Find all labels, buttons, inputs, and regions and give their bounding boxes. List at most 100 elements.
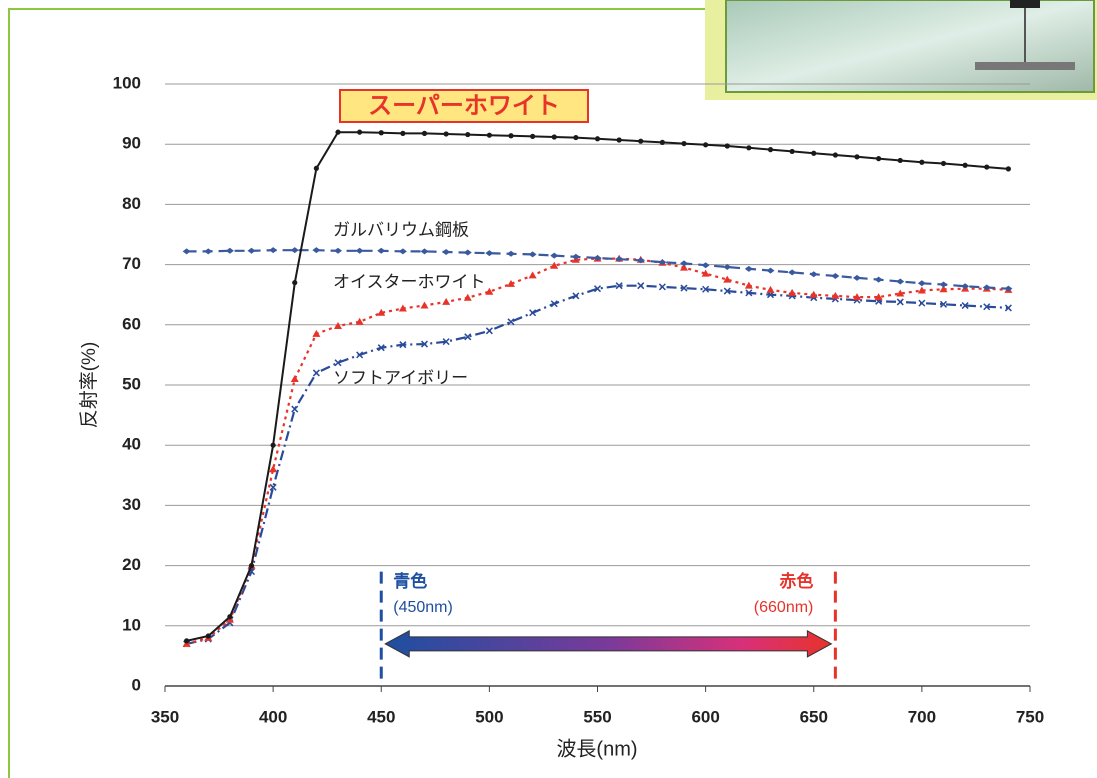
point	[205, 633, 211, 639]
point	[420, 301, 429, 309]
title-box	[339, 89, 589, 123]
point	[1004, 304, 1012, 312]
point	[680, 284, 688, 292]
point	[400, 130, 406, 136]
point	[572, 292, 580, 300]
point	[399, 341, 407, 349]
reference-label: 青色	[393, 571, 427, 591]
series-line	[186, 284, 1009, 645]
point	[593, 254, 602, 261]
point	[465, 131, 471, 138]
point	[853, 293, 861, 301]
point	[528, 271, 537, 279]
point	[247, 247, 256, 254]
point	[227, 614, 233, 620]
y-tick-label: 90	[122, 134, 141, 153]
point	[334, 322, 342, 330]
point	[420, 248, 429, 255]
point	[615, 282, 623, 290]
chart-title: スーパーホワイト	[368, 92, 560, 119]
point	[312, 247, 321, 254]
point	[377, 308, 386, 316]
y-tick-label: 70	[122, 254, 141, 273]
point	[378, 130, 384, 136]
point	[919, 159, 925, 165]
point	[809, 290, 818, 298]
point	[876, 156, 882, 162]
point	[874, 293, 883, 301]
point	[377, 344, 385, 352]
point	[983, 303, 991, 311]
point	[723, 287, 731, 295]
x-tick-label: 450	[367, 707, 395, 726]
point	[766, 285, 775, 293]
reference-sublabel: (660nm)	[754, 599, 814, 616]
point	[463, 249, 472, 256]
point	[896, 289, 905, 297]
point	[571, 253, 580, 260]
point	[918, 299, 926, 307]
point	[702, 285, 710, 293]
y-tick-label: 30	[122, 495, 141, 514]
page-frame	[8, 8, 705, 778]
point	[355, 317, 364, 325]
point	[485, 327, 493, 335]
point	[355, 247, 364, 254]
point	[550, 300, 558, 308]
point	[658, 259, 667, 266]
point	[917, 280, 926, 287]
point	[420, 340, 429, 348]
point	[421, 130, 428, 136]
point	[1005, 166, 1011, 172]
y-tick-label: 60	[122, 314, 141, 333]
point	[659, 139, 665, 145]
point	[636, 257, 645, 264]
point	[291, 405, 299, 413]
point	[225, 247, 234, 254]
point	[724, 143, 730, 149]
reference-label: 赤色	[779, 571, 813, 591]
y-tick-label: 50	[122, 374, 141, 393]
point	[766, 267, 775, 274]
series-label: ガルバリウム鋼板	[333, 220, 469, 239]
point	[788, 288, 797, 296]
point	[550, 261, 559, 269]
point	[290, 247, 299, 254]
point	[312, 329, 321, 337]
point	[528, 251, 537, 258]
point	[723, 275, 732, 283]
point	[184, 638, 190, 644]
point	[292, 280, 298, 286]
point	[831, 291, 840, 299]
point	[270, 442, 276, 448]
point	[809, 271, 818, 278]
point	[334, 359, 342, 367]
point	[463, 293, 472, 301]
point	[939, 300, 948, 308]
point	[442, 338, 450, 346]
x-tick-label: 750	[1016, 707, 1044, 726]
point	[377, 247, 386, 254]
point	[745, 289, 753, 297]
point	[530, 133, 536, 139]
point	[874, 276, 883, 283]
point	[658, 283, 666, 291]
point	[896, 298, 904, 306]
point	[486, 132, 492, 138]
point	[507, 250, 515, 257]
y-tick-label: 40	[122, 435, 141, 454]
point	[442, 248, 451, 255]
point	[248, 563, 255, 569]
series-label: オイスターホワイト	[333, 272, 486, 291]
y-tick-label: 20	[122, 555, 141, 574]
point	[573, 134, 579, 141]
point	[962, 162, 968, 168]
point	[485, 250, 494, 257]
point	[744, 265, 753, 272]
photo	[705, 0, 1097, 100]
point	[984, 164, 990, 170]
point	[788, 269, 797, 276]
point	[701, 262, 710, 269]
reference-sublabel: (450nm)	[393, 599, 453, 616]
